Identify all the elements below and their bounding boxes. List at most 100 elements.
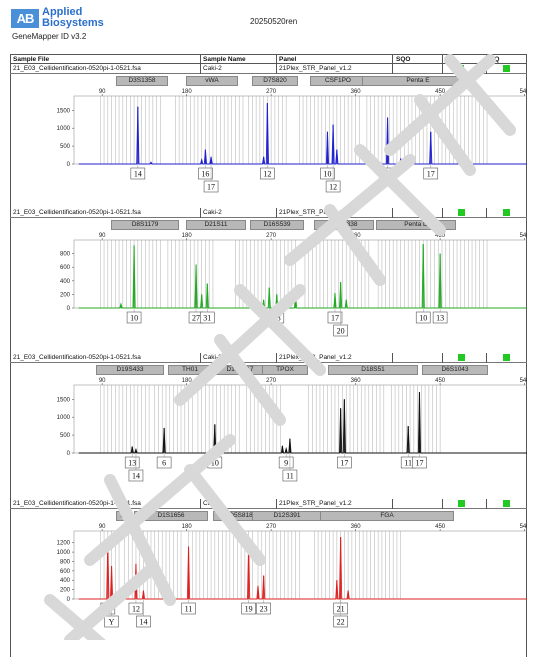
app-version: GeneMapper ID v3.2 (12, 32, 87, 41)
report-frame (10, 54, 527, 657)
y-tick-label: 400 (60, 279, 71, 285)
x-tick-label: 90 (99, 378, 106, 384)
sample-name: Caki-2 (203, 354, 222, 361)
locus-label[interactable]: ... (116, 511, 130, 521)
locus-label[interactable]: TH01 (168, 365, 212, 375)
col-sample-name: Sample Name (203, 56, 246, 63)
allele-call-label: 14 (132, 472, 140, 481)
allele-call-label: 12 (329, 183, 337, 192)
electropherogram-chart: 90 180 270 360 450 540 0 200 400 600 800 1000 1200 XY… (57, 524, 527, 628)
allele-call-label: 20 (337, 327, 345, 336)
locus-label[interactable]: D1S1656 (134, 511, 208, 521)
locus-bar: ... D1S1656 D5S818 D12S391 FGA (10, 511, 527, 521)
col-panel: Panel (279, 56, 297, 63)
locus-label[interactable]: D3S1358 (116, 76, 168, 86)
os-quality-flag (457, 65, 464, 72)
locus-label[interactable]: D18S51 (328, 365, 418, 375)
locus-label[interactable]: Penta E (362, 76, 474, 86)
allele-call-label: 23 (260, 605, 268, 614)
signal-trace (78, 537, 527, 600)
allele-call-label: 7 (386, 170, 390, 179)
locus-label[interactable]: Penta D (376, 220, 456, 230)
locus-label[interactable]: CSF1PO (310, 76, 366, 86)
col-os: OS (446, 56, 456, 63)
locus-bar: D3S1358 vWA D7S820 CSF1PO Penta E (10, 76, 527, 86)
locus-label[interactable]: D13S317 (216, 365, 264, 375)
sample-file: 21_E03_Cellidentification-0520pi-1-0521.… (13, 500, 141, 507)
plot-frame (73, 384, 527, 454)
locus-label[interactable]: D7S820 (252, 76, 298, 86)
run-name: 20250520ren (250, 17, 298, 26)
x-tick-label: 270 (266, 89, 277, 95)
col-sqo: SQO (396, 56, 411, 63)
sample-row[interactable]: 21_E03_Cellidentification-0520pi-1-0521.… (10, 64, 527, 74)
allele-call-box (432, 311, 448, 324)
y-tick-label: 800 (60, 252, 71, 258)
locus-label[interactable]: vWA (186, 76, 238, 86)
locus-label[interactable]: TPOX (262, 365, 308, 375)
allele-call-label: 19 (245, 605, 253, 614)
allele-call-label: 11 (286, 472, 294, 481)
allele-call-label: 17 (331, 314, 339, 323)
allele-call-label: 17 (207, 183, 215, 192)
locus-bar: D19S433 TH01 D13S317 TPOX D18S51 D6S1043 (10, 365, 527, 375)
x-tick-label: 360 (351, 378, 362, 384)
x-tick-label: 450 (435, 89, 446, 95)
y-tick-label: 0 (67, 306, 71, 312)
y-tick-label: 600 (60, 265, 71, 271)
allele-call-label: 10 (419, 314, 427, 323)
locus-label[interactable]: D12S391 (252, 511, 322, 521)
x-tick-label: 450 (435, 524, 446, 530)
y-tick-label: 0 (67, 451, 71, 457)
locus-label[interactable]: FGA (320, 511, 454, 521)
allele-call-label: 17 (427, 170, 435, 179)
sample-row[interactable]: 21_E03_Cellidentification-0520pi-1-0521.… (10, 499, 527, 509)
sample-file: 21_E03_Cellidentification-0520pi-1-0521.… (13, 65, 141, 72)
allele-call-label: 14 (139, 618, 147, 627)
x-tick-label: 540 (520, 378, 527, 384)
locus-label[interactable]: D19S433 (96, 365, 164, 375)
y-tick-label: 600 (60, 569, 71, 575)
allele-call-box (337, 456, 352, 469)
locus-label[interactable]: D21S11 (186, 220, 246, 230)
sample-row[interactable]: 21_E03_Cellidentification-0520pi-1-0521.… (10, 208, 527, 218)
logo-line1: Applied (42, 6, 83, 18)
y-tick-label: 0 (67, 597, 71, 603)
allele-call-box (333, 324, 348, 337)
locus-label[interactable]: D6S1043 (422, 365, 488, 375)
locus-label[interactable]: D2S1338 (314, 220, 374, 230)
x-tick-label: 360 (351, 89, 362, 95)
x-tick-label: 180 (182, 378, 193, 384)
allele-call-label: 12 (132, 605, 140, 614)
panel-name: 21Plex_STR_Panel_v1.2 (279, 354, 352, 361)
locus-label[interactable]: D8S1179 (111, 220, 179, 230)
allele-call-box (333, 615, 348, 628)
y-tick-label: 500 (60, 433, 71, 439)
allele-call-label: 10 (130, 314, 138, 323)
report-header: AB Applied Biosystems GeneMapper ID v3.2… (0, 0, 545, 55)
allele-call-label: 17 (415, 459, 423, 468)
x-tick-label: 270 (266, 233, 277, 239)
x-tick-label: 180 (182, 89, 193, 95)
electropherogram-panel: 21_E03_Cellidentification-0520pi-1-0521.… (10, 208, 527, 352)
y-tick-label: 800 (60, 559, 71, 565)
allele-call-label: 16 (201, 170, 209, 179)
locus-label[interactable]: D16S539 (250, 220, 304, 230)
plot-frame (73, 239, 527, 309)
panel-name: 21Plex_STR_Panel_v1.2 (279, 65, 352, 72)
electropherogram-chart: 9018027036045054002004006008001027319131… (60, 233, 527, 337)
allele-call-label: 22 (337, 618, 345, 627)
column-header-row: Sample File Sample Name Panel SQO OS SQ (10, 54, 527, 65)
sample-row[interactable]: 21_E03_Cellidentification-0520pi-1-0521.… (10, 353, 527, 363)
allele-call-label: 13 (128, 459, 136, 468)
allele-call-box (126, 311, 142, 324)
y-tick-label: 1500 (57, 397, 71, 403)
locus-bar: D8S1179 D21S11 D16S539 D2S1338 Penta D (10, 220, 527, 230)
signal-trace (78, 244, 527, 309)
y-tick-label: 400 (60, 578, 71, 584)
allele-call-label: 9 (284, 459, 288, 468)
x-tick-label: 180 (182, 524, 193, 530)
allele-call-label: 11 (404, 459, 412, 468)
x-tick-label: 90 (99, 524, 106, 530)
allele-call-label: 31 (203, 314, 211, 323)
